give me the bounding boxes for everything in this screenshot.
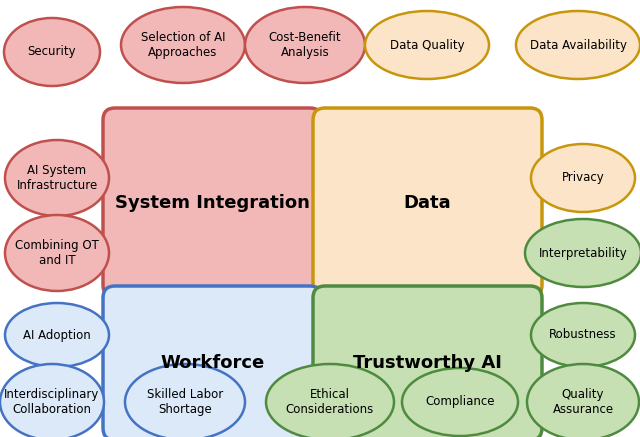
Text: Trustworthy AI: Trustworthy AI xyxy=(353,354,502,372)
Text: Combining OT
and IT: Combining OT and IT xyxy=(15,239,99,267)
Text: Cost-Benefit
Analysis: Cost-Benefit Analysis xyxy=(269,31,341,59)
Text: System Integration: System Integration xyxy=(115,194,310,212)
Ellipse shape xyxy=(527,364,639,437)
Ellipse shape xyxy=(4,18,100,86)
Text: Data Quality: Data Quality xyxy=(390,38,464,52)
Text: Privacy: Privacy xyxy=(562,171,604,184)
Text: Security: Security xyxy=(28,45,76,59)
Text: AI Adoption: AI Adoption xyxy=(23,329,91,341)
Ellipse shape xyxy=(516,11,640,79)
Text: Interpretability: Interpretability xyxy=(539,246,627,260)
Ellipse shape xyxy=(525,219,640,287)
Text: Compliance: Compliance xyxy=(425,395,495,409)
Ellipse shape xyxy=(125,364,245,437)
Ellipse shape xyxy=(531,144,635,212)
Ellipse shape xyxy=(365,11,489,79)
Text: Interdisciplinary
Collaboration: Interdisciplinary Collaboration xyxy=(4,388,100,416)
FancyBboxPatch shape xyxy=(313,286,542,437)
FancyBboxPatch shape xyxy=(103,108,322,297)
Ellipse shape xyxy=(245,7,365,83)
Ellipse shape xyxy=(402,368,518,436)
FancyBboxPatch shape xyxy=(103,286,322,437)
Text: Skilled Labor
Shortage: Skilled Labor Shortage xyxy=(147,388,223,416)
FancyBboxPatch shape xyxy=(313,108,542,297)
Ellipse shape xyxy=(5,303,109,367)
Ellipse shape xyxy=(5,215,109,291)
Text: Quality
Assurance: Quality Assurance xyxy=(552,388,614,416)
Text: Ethical
Considerations: Ethical Considerations xyxy=(286,388,374,416)
Text: Robustness: Robustness xyxy=(549,329,617,341)
Text: Selection of AI
Approaches: Selection of AI Approaches xyxy=(141,31,225,59)
Ellipse shape xyxy=(0,364,104,437)
Ellipse shape xyxy=(5,140,109,216)
Text: AI System
Infrastructure: AI System Infrastructure xyxy=(17,164,98,192)
Ellipse shape xyxy=(266,364,394,437)
Text: Workforce: Workforce xyxy=(161,354,264,372)
Text: Data Availability: Data Availability xyxy=(529,38,627,52)
Ellipse shape xyxy=(121,7,245,83)
Ellipse shape xyxy=(531,303,635,367)
Text: Data: Data xyxy=(404,194,451,212)
